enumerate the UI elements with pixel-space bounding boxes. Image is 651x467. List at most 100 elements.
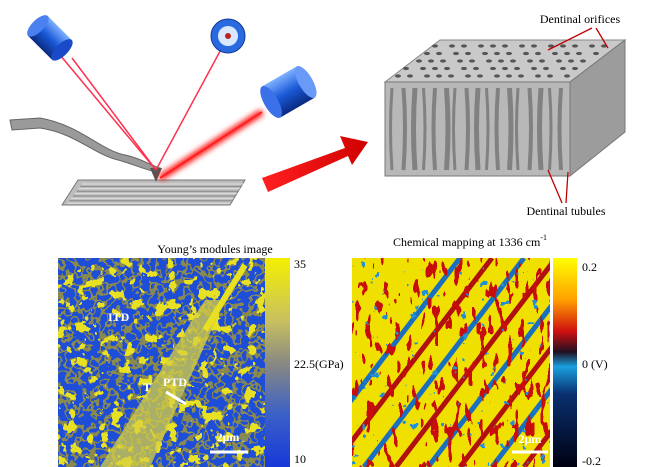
orifice [506,74,512,77]
laser-beams [60,42,262,178]
tubule [487,88,489,170]
orifice [531,44,537,47]
orifice [523,52,529,55]
orifice [564,52,570,55]
orifice [531,67,537,70]
orifice [535,52,541,55]
annotation: T [143,380,151,394]
orifice [494,74,500,77]
orifice [527,59,533,62]
orifice [453,52,459,55]
orifice [465,74,471,77]
orifice [547,74,553,77]
orifice [580,59,586,62]
colorbar-label: 0 (V) [582,357,608,371]
colorbar-label: -0.2 [582,454,601,467]
orifice [403,67,409,70]
orifice [395,74,401,77]
orifice [593,52,599,55]
title-text: Chemical mapping at 1336 cm [393,235,541,249]
tubule [550,88,552,170]
photodetector [211,19,245,53]
orifice [428,59,434,62]
orifice [424,52,430,55]
figure: Dentinal orifices Dentinal tubules Young… [0,0,651,467]
tubules-label: Dentinal tubules [527,204,606,218]
orifice [490,67,496,70]
tubule [404,88,406,170]
orifice [469,59,475,62]
tubule [517,88,519,170]
tubule [424,88,426,170]
orifice [506,52,512,55]
colorbar-label: 10 [294,452,306,466]
orifice [449,44,455,47]
colorbar-label: 22.5(GPa) [294,357,344,371]
orifice [478,44,484,47]
orifice [560,67,566,70]
tubule [530,88,532,170]
orifices-label: Dentinal orifices [540,12,621,26]
orifice [440,59,446,62]
tubule [497,88,499,170]
orifice [560,44,566,47]
tubule [434,88,436,170]
orifice [510,59,516,62]
orifice [461,44,467,47]
annotation: ITD [108,310,130,324]
orifice [424,74,430,77]
orifice [420,67,426,70]
orifice [465,52,471,55]
orifice [490,44,496,47]
orifice [457,59,463,62]
orifice [576,52,582,55]
colorbar [265,258,290,467]
arrow [262,136,368,192]
orifice [486,59,492,62]
annotation: PTD [163,375,187,389]
tubule [560,88,562,170]
orifice [416,59,422,62]
orifice [448,74,454,77]
orifice [556,59,562,62]
colorbar-label: 0.2 [582,260,597,274]
orifice [494,52,500,55]
laser-source [24,12,76,64]
orifice [502,67,508,70]
tubule [477,88,479,170]
orifice [473,67,479,70]
scale-bar-label: 2μm [217,430,240,444]
orifice [432,44,438,47]
orifice [564,74,570,77]
orifice [477,74,483,77]
map-title: Chemical mapping at 1336 cm-1 [393,233,547,249]
chemical-map: Chemical mapping at 1336 cm-1 2μm 0.2 0 … [300,233,651,467]
tubule [447,88,449,170]
orifice [568,59,574,62]
sample-stripes [68,184,243,203]
orifice [432,67,438,70]
orifice [407,74,413,77]
orifice [518,74,524,77]
orifice [572,44,578,47]
orifice [514,67,520,70]
scale-bar-label: 2μm [519,432,542,446]
orifice [519,44,525,47]
orifice [543,67,549,70]
orifice [535,74,541,77]
orifice [436,74,442,77]
orifice [461,67,467,70]
tubule [510,88,512,170]
title-superscript: -1 [540,233,547,242]
orifice [436,52,442,55]
tubule [540,88,542,170]
colorbar [553,258,577,467]
tubule [414,88,416,170]
dentin-block: Dentinal orifices Dentinal tubules [385,12,625,218]
orifice [444,67,450,70]
orifice [572,67,578,70]
orifice [539,59,545,62]
modulus-map: Young’s modules image ITD T PTD 2μm 35 2… [58,242,344,467]
map-title: Young’s modules image [157,242,272,256]
tubule [391,88,393,170]
